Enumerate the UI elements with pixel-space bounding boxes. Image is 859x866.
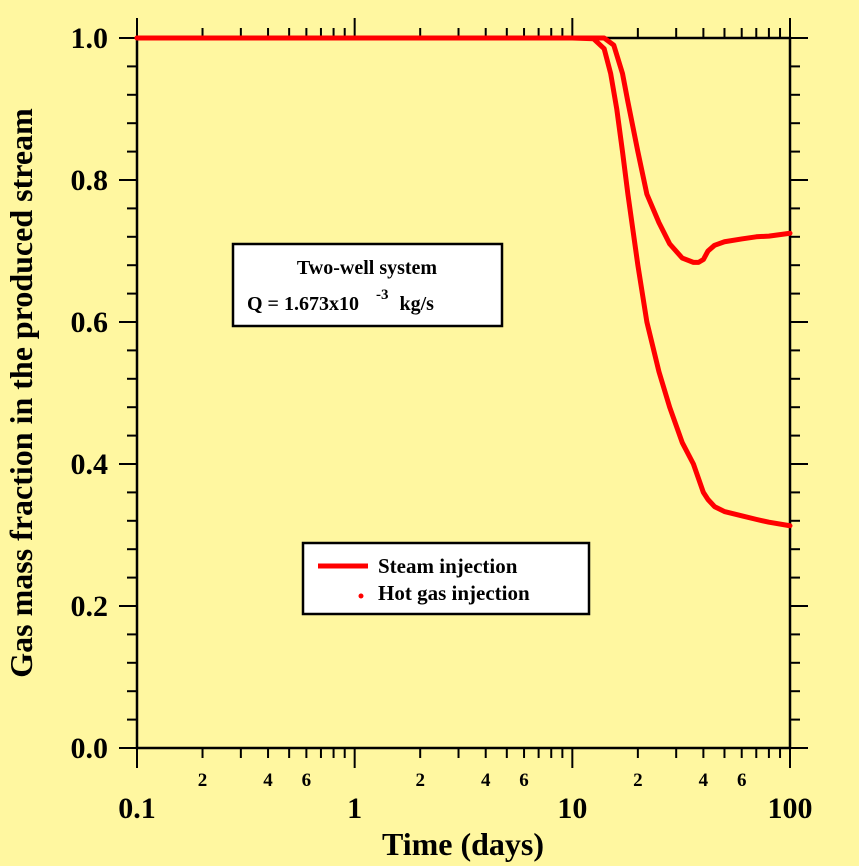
x-minor-tick-label: 6 <box>302 770 312 791</box>
x-minor-tick-label: 6 <box>519 770 529 791</box>
annotation-box: Two-well system Q = 1.673x10 -3 kg/s <box>231 242 504 328</box>
x-tick-label: 10 <box>557 792 587 825</box>
y-tick-label: 0.8 <box>71 164 109 197</box>
x-minor-tick-label: 2 <box>415 770 425 791</box>
legend-hot-gas-label: Hot gas injection <box>378 581 530 605</box>
legend-steam-label: Steam injection <box>378 554 518 578</box>
hot-gas-injection-line <box>134 35 793 265</box>
x-axis-title: Time (days) <box>382 826 544 862</box>
x-minor-tick-label: 4 <box>263 770 273 791</box>
annotation-exponent: -3 <box>376 287 389 303</box>
annotation-unit: kg/s <box>399 293 434 315</box>
plot-area <box>135 36 792 750</box>
annotation-line-1: Two-well system <box>297 257 437 279</box>
x-minor-tick-label: 4 <box>699 770 709 791</box>
x-minor-tick-label: 6 <box>737 770 747 791</box>
legend: Steam injection Hot gas injection <box>301 541 591 616</box>
x-tick-label: 1 <box>347 792 362 825</box>
y-tick-label: 1.0 <box>71 22 109 55</box>
x-tick-label: 0.1 <box>118 792 156 825</box>
x-minor-tick-label: 4 <box>481 770 491 791</box>
y-tick-label: 0.2 <box>71 590 109 623</box>
y-tick-label: 0.4 <box>71 448 109 481</box>
y-tick-label: 0.0 <box>71 732 109 765</box>
annotation-line-2: Q = 1.673x10 -3 kg/s <box>247 282 434 315</box>
annotation-frame <box>231 242 504 328</box>
steam-injection-line <box>134 35 793 529</box>
x-minor-tick-label: 2 <box>198 770 208 791</box>
x-minor-tick-label: 2 <box>633 770 643 791</box>
x-tick-label: 100 <box>768 792 813 825</box>
y-axis-title: Gas mass fraction in the produced stream <box>3 108 39 678</box>
annotation-base: Q = 1.673x10 <box>247 293 359 315</box>
y-tick-label: 0.6 <box>71 306 109 339</box>
series-layer <box>134 35 793 529</box>
tick-labels: 0.0 0.2 0.4 0.6 0.8 1.0 0.1 1 10 100 2 4 6 2 4 6 2 4 6 <box>71 22 813 825</box>
legend-hot-gas-swatch <box>358 593 364 599</box>
legend-frame <box>301 541 591 616</box>
